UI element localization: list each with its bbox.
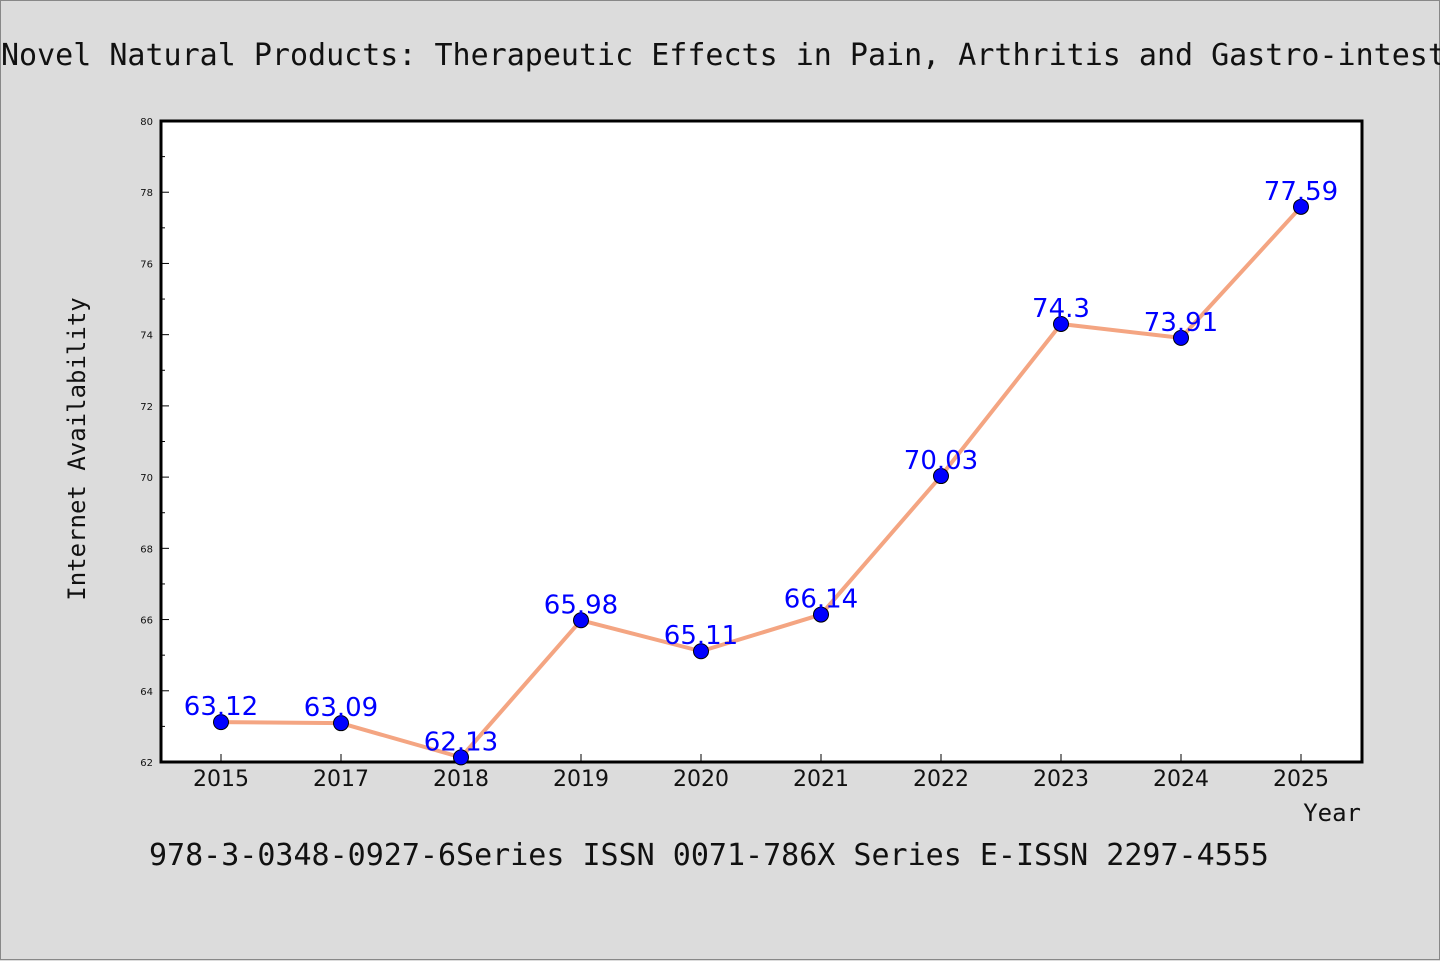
y-tick-label: 68 xyxy=(140,544,153,555)
y-tick-label: 72 xyxy=(140,402,153,413)
data-point xyxy=(813,606,829,623)
data-point xyxy=(333,715,349,732)
y-tick-label: 66 xyxy=(140,616,153,627)
x-tick-label: 2019 xyxy=(553,767,609,792)
x-tick-label: 2020 xyxy=(673,767,729,792)
x-tick-label: 2021 xyxy=(793,767,849,792)
data-label: 77.59 xyxy=(1264,177,1338,207)
y-tick-label: 62 xyxy=(140,758,153,769)
series-line xyxy=(220,205,1303,760)
data-label: 73.91 xyxy=(1144,308,1218,338)
y-tick-label: 76 xyxy=(140,259,153,270)
data-point xyxy=(573,612,589,629)
plot-area xyxy=(159,119,1364,764)
data-label: 63.09 xyxy=(304,693,378,723)
data-point xyxy=(213,714,229,731)
data-label: 63.12 xyxy=(184,692,258,722)
data-point xyxy=(933,468,949,485)
y-tick-label: 80 xyxy=(140,117,153,128)
x-tick-label: 2025 xyxy=(1273,767,1329,792)
x-tick-label: 2017 xyxy=(313,767,369,792)
series-layer: 63.12 63.09 62.13 65.98 65.11 66.14 70.03 74.3 7… xyxy=(184,177,1338,766)
data-label: 65.11 xyxy=(664,621,738,651)
footer-isbn-issn: 978-3-0348-0927-6Series ISSN 0071-786X S… xyxy=(149,838,1269,873)
data-point xyxy=(1053,315,1069,332)
x-tick-label: 2018 xyxy=(433,767,489,792)
x-axis: 2015 2017 2018 2019 2020 2021 2022 2023 2024 2025 xyxy=(193,754,1329,792)
data-point xyxy=(453,749,469,766)
x-tick-label: 2023 xyxy=(1033,767,1089,792)
chart-title: Novel Natural Products: Therapeutic Effe… xyxy=(1,38,1440,73)
y-tick-label: 78 xyxy=(140,188,153,199)
x-axis-label: Year xyxy=(1303,799,1361,827)
data-label: 66.14 xyxy=(784,585,858,615)
data-point xyxy=(1173,329,1189,346)
x-tick-label: 2015 xyxy=(193,767,249,792)
y-tick-label: 70 xyxy=(140,473,153,484)
y-tick-label: 64 xyxy=(140,687,153,698)
x-tick-label: 2024 xyxy=(1153,767,1209,792)
data-point xyxy=(693,643,709,660)
y-axis-label: Internet Availability xyxy=(63,297,91,600)
x-tick-label: 2022 xyxy=(913,767,969,792)
data-label: 65.98 xyxy=(544,590,618,620)
y-axis: 62 64 66 68 70 72 74 76 78 80 xyxy=(140,117,169,769)
data-label: 70.03 xyxy=(904,446,978,476)
data-label: 62.13 xyxy=(424,727,498,757)
data-point xyxy=(1293,198,1309,215)
y-tick-label: 74 xyxy=(140,331,153,342)
data-label: 74.3 xyxy=(1032,294,1090,324)
